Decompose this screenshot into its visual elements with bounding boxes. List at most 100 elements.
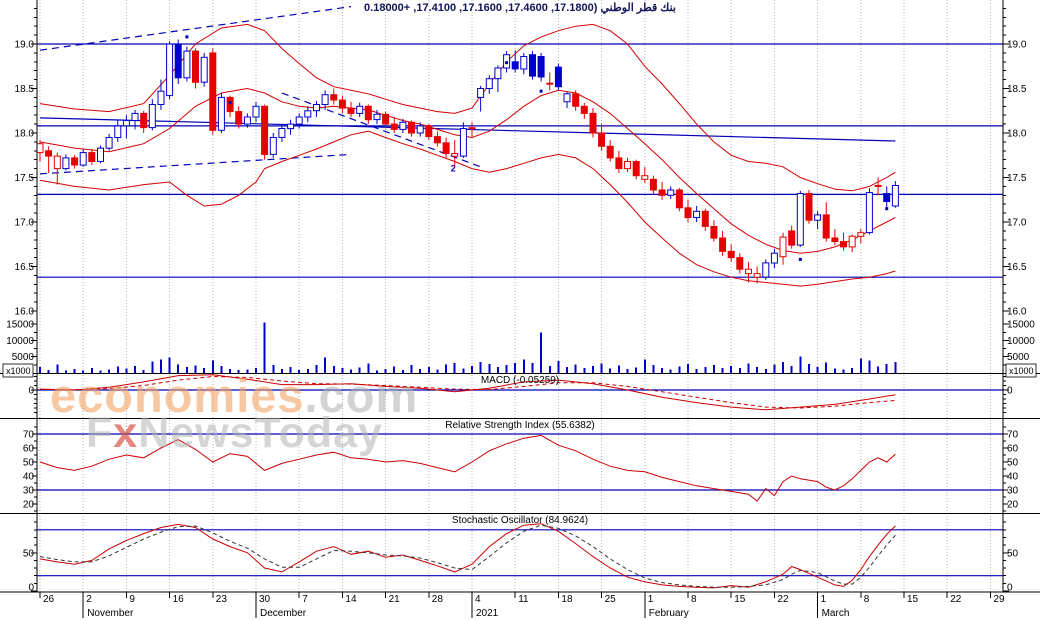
candle-body — [71, 157, 79, 166]
candle-body — [433, 136, 441, 144]
date-tick-label: 28 — [432, 594, 444, 605]
bollinger-middle-band — [39, 87, 896, 254]
candle — [788, 225, 796, 249]
candle-body — [589, 112, 597, 134]
candle — [62, 154, 70, 171]
candle-body — [606, 145, 614, 159]
candle-body — [511, 61, 519, 70]
candle-body — [243, 116, 251, 125]
candle-body — [684, 207, 692, 219]
rsi-tick-label: 30 — [1007, 486, 1019, 497]
candle — [563, 92, 571, 109]
candle — [442, 137, 450, 158]
candle — [848, 234, 856, 253]
candle — [710, 220, 718, 242]
date-tick-label: 22 — [777, 594, 789, 605]
candle — [529, 51, 536, 80]
candle — [641, 166, 649, 183]
candle-body — [122, 120, 130, 127]
price-tick-label: 16.0 — [15, 307, 35, 318]
candle — [295, 113, 303, 129]
rsi-tick-label: 60 — [23, 444, 35, 455]
candle-body — [53, 155, 61, 170]
macd-panel-label: MACD (-0.05259) — [480, 375, 560, 386]
candle — [131, 109, 139, 130]
date-tick-label: 18 — [561, 594, 573, 605]
event-marker — [539, 89, 543, 93]
candle-body — [563, 93, 571, 103]
date-tick-label: 2 — [86, 594, 92, 605]
candle — [831, 229, 839, 246]
stochastic-d-line — [39, 524, 896, 588]
candle — [97, 145, 104, 164]
candle — [891, 181, 899, 208]
candle-body — [261, 105, 269, 155]
candle — [79, 149, 87, 167]
candle — [693, 206, 701, 222]
candle — [451, 140, 459, 167]
trendline — [281, 92, 481, 168]
candle-body — [174, 43, 182, 79]
date-tick-label: 23 — [216, 594, 228, 605]
rsi-tick-label: 30 — [23, 486, 35, 497]
candle-body — [520, 56, 528, 70]
candle-body — [632, 161, 640, 177]
rsi-tick-label: 70 — [1007, 430, 1019, 441]
price-tick-label: 16.5 — [1007, 262, 1027, 273]
price-tick-label: 17.0 — [1007, 218, 1027, 229]
candle-body — [235, 111, 243, 125]
candle-body — [304, 110, 312, 118]
candle — [53, 152, 61, 185]
macd-tick-label: 0 — [28, 386, 34, 397]
date-tick-label: 1 — [821, 594, 827, 605]
candle — [321, 90, 329, 110]
stochastic-tick-label: 50 — [23, 548, 35, 559]
price-tick-label: 18.0 — [1007, 129, 1027, 140]
rsi-tick-label: 70 — [23, 430, 35, 441]
bollinger-lower-band — [39, 130, 896, 287]
candle — [313, 101, 320, 117]
candle-body — [451, 153, 459, 157]
candle-body — [822, 214, 830, 239]
candle-body — [701, 210, 709, 227]
trendline-annotation: 2 — [451, 164, 456, 174]
volume-unit-box — [2, 363, 34, 378]
rsi-tick-label: 40 — [23, 472, 35, 483]
candle — [278, 124, 286, 142]
candle-body — [865, 192, 873, 234]
candle-body — [97, 147, 104, 162]
trendline — [39, 117, 896, 142]
month-label: 2021 — [476, 608, 499, 619]
candle-body — [814, 214, 822, 221]
candle — [814, 211, 822, 230]
price-tick-label: 18.0 — [15, 129, 35, 140]
candle — [425, 124, 433, 141]
macd-tick-label: 0 — [1007, 386, 1013, 397]
candle-body — [217, 96, 225, 131]
candle — [874, 177, 882, 196]
candle-body — [857, 232, 865, 237]
candle — [252, 101, 260, 123]
date-tick-label: 11 — [518, 594, 529, 605]
candle-body — [883, 193, 891, 202]
candle-body — [321, 94, 329, 105]
candle — [226, 95, 234, 117]
candle-body — [770, 252, 778, 264]
volume-tick-label: 15000 — [6, 320, 34, 331]
candle — [36, 140, 44, 162]
candle — [649, 175, 657, 194]
price-tick-label: 16.5 — [15, 262, 35, 273]
rsi-tick-label: 40 — [1007, 472, 1019, 483]
rsi-tick-label: 50 — [23, 458, 35, 469]
candle-body — [624, 161, 631, 170]
candle — [416, 122, 424, 137]
volume-tick-label: 10000 — [6, 336, 34, 347]
rsi-panel-label: Relative Strength Index (55.6382) — [445, 420, 595, 431]
candle-body — [45, 150, 53, 157]
date-tick-label: 16 — [173, 594, 185, 605]
price-tick-label: 17.5 — [1007, 173, 1027, 184]
candle — [269, 133, 277, 158]
candle-body — [667, 189, 675, 196]
